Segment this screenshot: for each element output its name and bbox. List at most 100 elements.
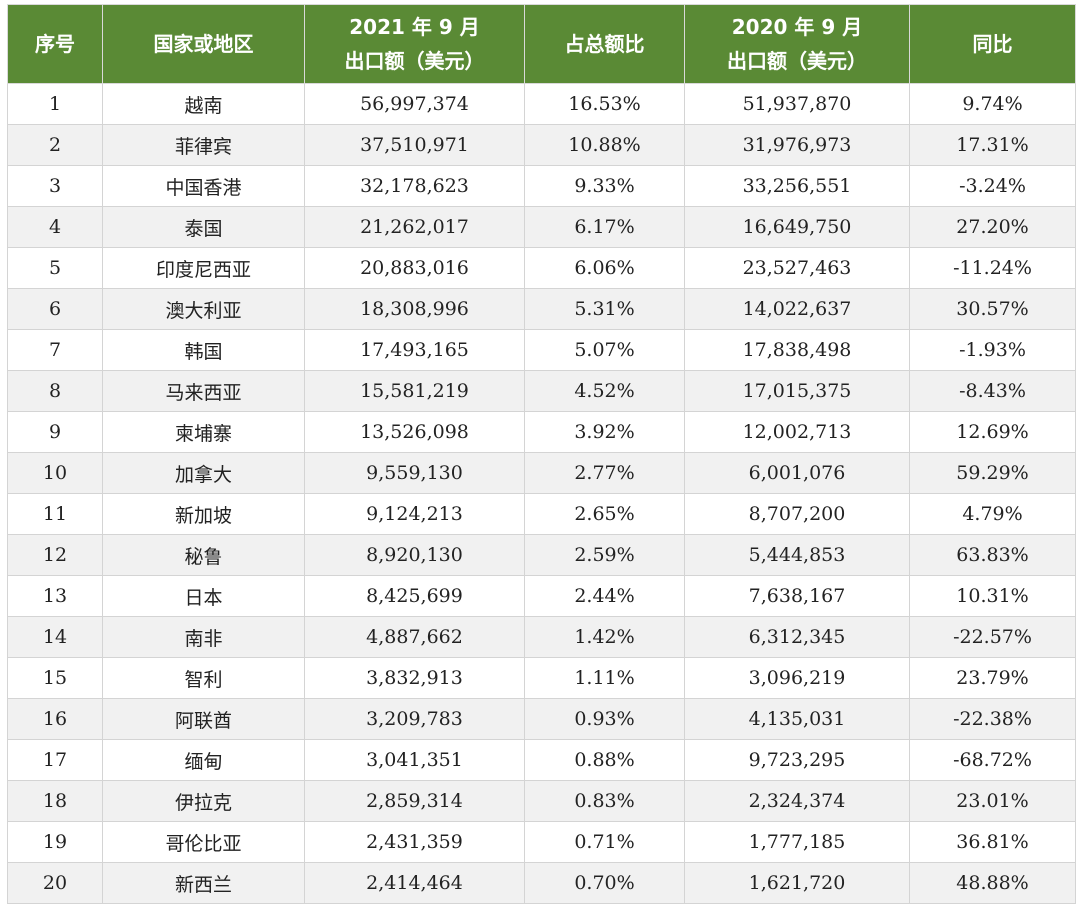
cell-rank: 3	[7, 165, 103, 207]
cell-rank: 14	[7, 616, 103, 658]
cell-country: 日本	[102, 575, 305, 617]
cell-export-2020: 8,707,200	[684, 493, 910, 535]
cell-rank: 20	[7, 862, 103, 904]
cell-rank: 7	[7, 329, 103, 371]
cell-export-2021: 9,559,130	[304, 452, 525, 494]
cell-country: 新加坡	[102, 493, 305, 535]
cell-share: 0.83%	[524, 780, 685, 822]
cell-export-2021: 3,832,913	[304, 657, 525, 699]
cell-rank: 6	[7, 288, 103, 330]
cell-country: 智利	[102, 657, 305, 699]
cell-export-2020: 12,002,713	[684, 411, 910, 453]
cell-export-2021: 8,425,699	[304, 575, 525, 617]
cell-export-2020: 1,621,720	[684, 862, 910, 904]
cell-export-2021: 2,431,359	[304, 821, 525, 863]
cell-yoy: 27.20%	[909, 206, 1076, 248]
cell-share: 5.31%	[524, 288, 685, 330]
cell-export-2021: 15,581,219	[304, 370, 525, 412]
cell-country: 加拿大	[102, 452, 305, 494]
cell-rank: 8	[7, 370, 103, 412]
table-row: 7 韩国 17,493,165 5.07% 17,838,498 -1.93%	[7, 329, 1076, 371]
cell-export-2020: 33,256,551	[684, 165, 910, 207]
cell-share: 2.65%	[524, 493, 685, 535]
table-row: 12 秘鲁 8,920,130 2.59% 5,444,853 63.83%	[7, 534, 1076, 576]
table-body: 1 越南 56,997,374 16.53% 51,937,870 9.74% 2 菲律宾 37…	[7, 83, 1076, 904]
cell-export-2021: 17,493,165	[304, 329, 525, 371]
table-row: 19 哥伦比亚 2,431,359 0.71% 1,777,185 36.81%	[7, 821, 1076, 863]
cell-rank: 4	[7, 206, 103, 248]
header-export-2021-period: 2021 年 9 月	[349, 15, 480, 39]
cell-rank: 11	[7, 493, 103, 535]
table-row: 16 阿联酋 3,209,783 0.93% 4,135,031 -22.38%	[7, 698, 1076, 740]
cell-rank: 1	[7, 83, 103, 125]
cell-yoy: -68.72%	[909, 739, 1076, 781]
cell-country: 柬埔寨	[102, 411, 305, 453]
cell-share: 2.44%	[524, 575, 685, 617]
cell-country: 秘鲁	[102, 534, 305, 576]
cell-share: 0.93%	[524, 698, 685, 740]
header-export-2020: 2020 年 9 月 出口额（美元）	[684, 4, 910, 84]
cell-share: 0.88%	[524, 739, 685, 781]
cell-export-2021: 4,887,662	[304, 616, 525, 658]
table-row: 17 缅甸 3,041,351 0.88% 9,723,295 -68.72%	[7, 739, 1076, 781]
cell-export-2020: 16,649,750	[684, 206, 910, 248]
cell-share: 6.17%	[524, 206, 685, 248]
cell-export-2020: 7,638,167	[684, 575, 910, 617]
header-share: 占总额比	[524, 4, 685, 84]
cell-share: 2.59%	[524, 534, 685, 576]
cell-yoy: 17.31%	[909, 124, 1076, 166]
cell-export-2021: 2,414,464	[304, 862, 525, 904]
cell-export-2020: 4,135,031	[684, 698, 910, 740]
cell-export-2020: 6,001,076	[684, 452, 910, 494]
cell-export-2021: 13,526,098	[304, 411, 525, 453]
cell-export-2020: 3,096,219	[684, 657, 910, 699]
header-export-2021-unit: 出口额（美元）	[344, 49, 485, 73]
cell-export-2021: 20,883,016	[304, 247, 525, 289]
cell-rank: 9	[7, 411, 103, 453]
table-row: 1 越南 56,997,374 16.53% 51,937,870 9.74%	[7, 83, 1076, 125]
cell-share: 16.53%	[524, 83, 685, 125]
cell-share: 6.06%	[524, 247, 685, 289]
export-table: 序号 国家或地区 2021 年 9 月 出口额（美元） 占总额比 2020 年 …	[7, 4, 1076, 904]
table-row: 5 印度尼西亚 20,883,016 6.06% 23,527,463 -11.24%	[7, 247, 1076, 289]
cell-export-2020: 23,527,463	[684, 247, 910, 289]
cell-export-2021: 2,859,314	[304, 780, 525, 822]
cell-country: 哥伦比亚	[102, 821, 305, 863]
header-export-2020-unit: 出口额（美元）	[727, 49, 867, 73]
cell-share: 1.11%	[524, 657, 685, 699]
cell-rank: 18	[7, 780, 103, 822]
cell-country: 泰国	[102, 206, 305, 248]
cell-country: 中国香港	[102, 165, 305, 207]
table-row: 9 柬埔寨 13,526,098 3.92% 12,002,713 12.69%	[7, 411, 1076, 453]
cell-yoy: -8.43%	[909, 370, 1076, 412]
cell-yoy: -11.24%	[909, 247, 1076, 289]
header-yoy: 同比	[909, 4, 1076, 84]
cell-export-2021: 9,124,213	[304, 493, 525, 535]
cell-country: 越南	[102, 83, 305, 125]
table-row: 3 中国香港 32,178,623 9.33% 33,256,551 -3.24%	[7, 165, 1076, 207]
cell-country: 新西兰	[102, 862, 305, 904]
cell-export-2020: 14,022,637	[684, 288, 910, 330]
cell-rank: 13	[7, 575, 103, 617]
cell-export-2020: 5,444,853	[684, 534, 910, 576]
cell-export-2021: 18,308,996	[304, 288, 525, 330]
cell-share: 2.77%	[524, 452, 685, 494]
table-row: 10 加拿大 9,559,130 2.77% 6,001,076 59.29%	[7, 452, 1076, 494]
cell-yoy: -1.93%	[909, 329, 1076, 371]
cell-yoy: 12.69%	[909, 411, 1076, 453]
cell-yoy: 23.01%	[909, 780, 1076, 822]
table-row: 8 马来西亚 15,581,219 4.52% 17,015,375 -8.43%	[7, 370, 1076, 412]
cell-rank: 15	[7, 657, 103, 699]
cell-rank: 2	[7, 124, 103, 166]
cell-share: 1.42%	[524, 616, 685, 658]
cell-yoy: 10.31%	[909, 575, 1076, 617]
cell-yoy: 4.79%	[909, 493, 1076, 535]
cell-yoy: 30.57%	[909, 288, 1076, 330]
cell-share: 5.07%	[524, 329, 685, 371]
cell-export-2021: 8,920,130	[304, 534, 525, 576]
cell-export-2020: 17,838,498	[684, 329, 910, 371]
cell-yoy: 63.83%	[909, 534, 1076, 576]
cell-share: 4.52%	[524, 370, 685, 412]
cell-yoy: -3.24%	[909, 165, 1076, 207]
cell-share: 10.88%	[524, 124, 685, 166]
